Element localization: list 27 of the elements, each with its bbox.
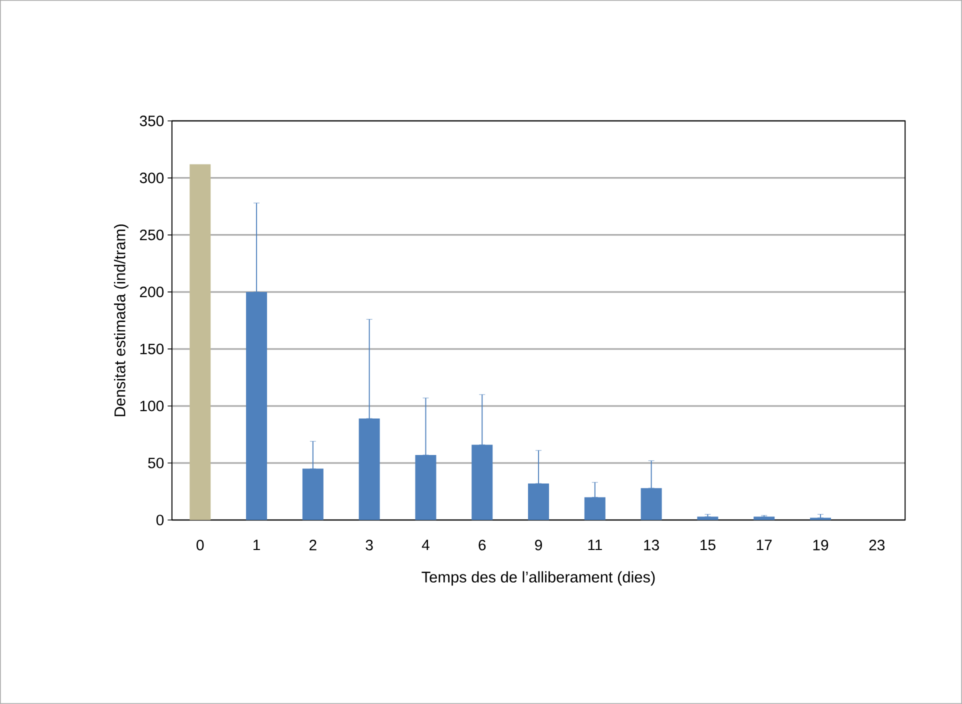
x-tick-label: 1	[254, 540, 260, 550]
bar	[190, 164, 211, 520]
x-tick-label: 17	[756, 540, 772, 550]
y-tick-label: 150	[140, 344, 164, 354]
y-tick-label: 300	[140, 172, 164, 184]
bar	[697, 516, 718, 520]
bar	[754, 516, 775, 520]
x-tick-label: 3	[366, 540, 373, 550]
y-tick-label: 50	[148, 458, 164, 468]
x-tick-label: 13	[644, 540, 659, 550]
y-tick-label: 350	[140, 116, 164, 126]
x-tick-label: 15	[700, 540, 716, 550]
x-tick-label: 23	[869, 540, 885, 550]
y-tick-label: 250	[140, 230, 164, 240]
x-tick-label: 4	[422, 540, 430, 550]
y-tick-label: 100	[140, 400, 164, 412]
x-tick-label: 19	[813, 540, 828, 550]
x-axis-title: Temps des de l’alliberament (dies)	[422, 571, 655, 586]
x-tick-label: 2	[310, 540, 316, 550]
bar	[810, 518, 832, 520]
x-tick-label: 11	[588, 540, 602, 550]
y-tick-label: 200	[140, 286, 164, 298]
x-tick-label: 0	[196, 540, 204, 550]
y-axis-title: Densitat estimada (ind/tram)	[114, 224, 128, 416]
x-tick-label: 6	[478, 540, 486, 550]
y-tick-label: 0	[156, 514, 164, 526]
x-tick-label: 9	[535, 540, 542, 550]
